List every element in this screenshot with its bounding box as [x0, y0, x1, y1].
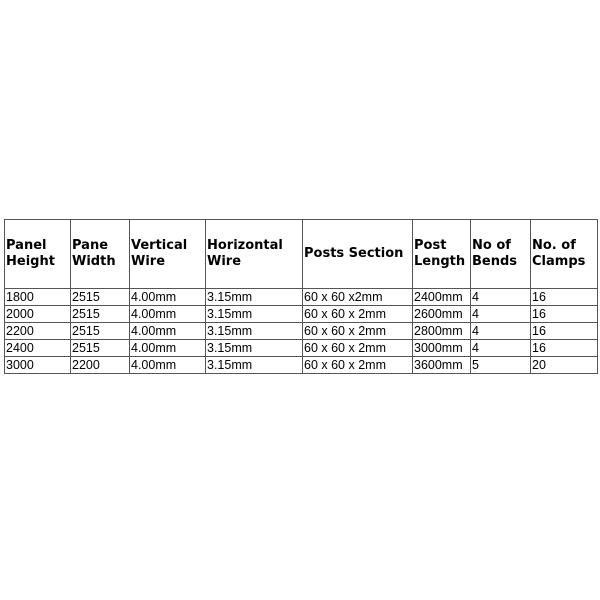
table-cell: 2515 — [70, 305, 130, 323]
table-cell: 60 x 60 x2mm — [302, 288, 413, 306]
column-header: No. of Clamps — [530, 219, 598, 289]
table-cell: 3000 — [4, 356, 71, 374]
table-cell: 3000mm — [412, 339, 471, 357]
table-cell: 4.00mm — [129, 339, 206, 357]
table-cell: 2515 — [70, 339, 130, 357]
column-header-text: Vertical — [131, 238, 188, 253]
table-cell: 3.15mm — [205, 339, 303, 357]
table-cell: 20 — [530, 356, 598, 374]
table-cell: 3.15mm — [205, 322, 303, 340]
table-cell: 4.00mm — [129, 356, 206, 374]
column-header-text: Panel — [6, 238, 47, 253]
column-header-text: Height — [6, 254, 55, 269]
column-header-text: Width — [72, 254, 116, 269]
column-header: Horizontal Wire — [205, 219, 303, 289]
table-cell: 4.00mm — [129, 305, 206, 323]
table-cell: 2400mm — [412, 288, 471, 306]
table-cell: 3.15mm — [205, 356, 303, 374]
table-cell: 3.15mm — [205, 288, 303, 306]
table-row: 2000 2515 4.00mm 3.15mm 60 x 60 x 2mm 2600mm 4… — [4, 305, 598, 323]
table-cell: 16 — [530, 288, 598, 306]
column-header-text: Pane — [72, 238, 109, 253]
column-header-text: No. of — [532, 238, 576, 253]
table-cell: 60 x 60 x 2mm — [302, 356, 413, 374]
header-row: Panel Height Pane Width Vertical Wire Horizont… — [4, 219, 598, 289]
table-cell: 16 — [530, 305, 598, 323]
table-cell: 2600mm — [412, 305, 471, 323]
column-header: Posts Section — [302, 219, 413, 289]
table-row: 2200 2515 4.00mm 3.15mm 60 x 60 x 2mm 2800mm 4… — [4, 322, 598, 340]
column-header-text: Bends — [472, 254, 518, 269]
table-cell: 2800mm — [412, 322, 471, 340]
table-cell: 4 — [470, 322, 531, 340]
column-header-text: No of — [472, 238, 511, 253]
table-cell: 60 x 60 x 2mm — [302, 305, 413, 323]
table-cell: 4 — [470, 305, 531, 323]
panel-spec-table: Panel Height Pane Width Vertical Wire Horizont… — [4, 219, 598, 374]
column-header-text: Post — [414, 238, 447, 253]
table-cell: 5 — [470, 356, 531, 374]
table-cell: 3600mm — [412, 356, 471, 374]
table-cell: 4 — [470, 339, 531, 357]
table-row: 2400 2515 4.00mm 3.15mm 60 x 60 x 2mm 3000mm 4… — [4, 339, 598, 357]
table-row: 3000 2200 4.00mm 3.15mm 60 x 60 x 2mm 3600mm 5… — [4, 356, 598, 374]
column-header: Post Length — [412, 219, 471, 289]
column-header-text: Wire — [207, 254, 242, 269]
table-cell: 60 x 60 x 2mm — [302, 322, 413, 340]
table-cell: 2515 — [70, 322, 130, 340]
table-cell: 2200 — [70, 356, 130, 374]
table-cell: 4.00mm — [129, 322, 206, 340]
table-cell: 4 — [470, 288, 531, 306]
table-cell: 2200 — [4, 322, 71, 340]
table-cell: 2515 — [70, 288, 130, 306]
table-cell: 16 — [530, 339, 598, 357]
table-row: 1800 2515 4.00mm 3.15mm 60 x 60 x2mm 2400mm 4 1… — [4, 288, 598, 306]
table-cell: 4.00mm — [129, 288, 206, 306]
table-cell: 2000 — [4, 305, 71, 323]
column-header: Panel Height — [4, 219, 71, 289]
column-header: Vertical Wire — [129, 219, 206, 289]
table-cell: 3.15mm — [205, 305, 303, 323]
column-header: Pane Width — [70, 219, 130, 289]
column-header-text: Horizontal — [207, 238, 283, 253]
column-header-text: Wire — [131, 254, 166, 269]
table-cell: 1800 — [4, 288, 71, 306]
table-cell: 60 x 60 x 2mm — [302, 339, 413, 357]
column-header-text: Clamps — [532, 254, 586, 269]
table-cell: 16 — [530, 322, 598, 340]
column-header-text: Length — [414, 254, 466, 269]
column-header-text: Posts Section — [304, 246, 404, 261]
table-cell: 2400 — [4, 339, 71, 357]
column-header: No of Bends — [470, 219, 531, 289]
